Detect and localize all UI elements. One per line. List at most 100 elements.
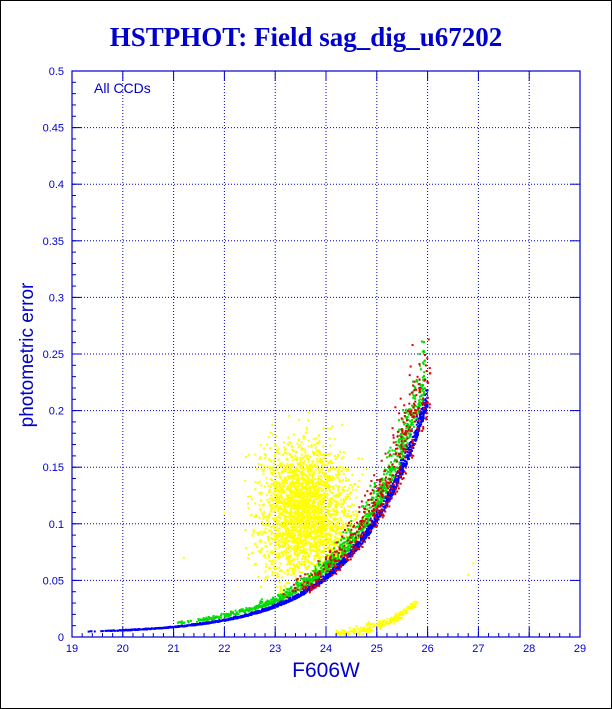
data-point	[361, 527, 364, 530]
data-point	[380, 500, 383, 503]
data-point	[332, 475, 335, 478]
data-point	[181, 625, 184, 628]
data-point	[336, 466, 339, 469]
data-point	[205, 616, 208, 619]
data-point	[302, 481, 305, 484]
data-point	[338, 480, 341, 483]
data-point	[384, 621, 387, 624]
data-point	[279, 513, 282, 516]
data-point	[375, 515, 378, 518]
data-point	[418, 403, 421, 406]
data-point	[255, 562, 258, 565]
data-point	[217, 620, 220, 623]
data-point	[403, 459, 406, 462]
data-point	[264, 570, 267, 573]
data-point	[297, 529, 300, 532]
data-point	[289, 550, 292, 553]
data-point	[334, 530, 337, 533]
data-point	[314, 493, 317, 496]
data-point	[369, 623, 372, 626]
data-point	[336, 566, 339, 569]
data-point	[307, 534, 310, 537]
data-point	[329, 452, 332, 455]
data-point	[317, 509, 320, 512]
data-point	[296, 547, 299, 550]
data-point	[288, 500, 291, 503]
data-point	[284, 538, 287, 541]
data-point	[285, 466, 288, 469]
data-point	[282, 509, 285, 512]
data-point	[299, 514, 302, 517]
data-point	[313, 557, 316, 560]
data-point	[308, 536, 311, 539]
data-point	[321, 567, 324, 570]
data-point	[303, 508, 306, 511]
data-point	[305, 533, 308, 536]
data-point	[315, 546, 318, 549]
data-point	[349, 521, 352, 524]
data-point	[315, 485, 318, 488]
data-point	[331, 492, 334, 495]
data-point	[274, 568, 277, 571]
data-point	[411, 435, 414, 438]
data-point	[313, 499, 316, 502]
data-point	[349, 491, 352, 494]
data-point	[335, 528, 338, 531]
data-point	[340, 522, 343, 525]
data-point	[318, 449, 321, 452]
data-point	[290, 536, 293, 539]
data-point	[309, 488, 312, 491]
data-point	[344, 479, 347, 482]
data-point	[296, 563, 299, 566]
data-point	[314, 489, 317, 492]
data-point	[276, 605, 279, 608]
data-point	[301, 579, 304, 582]
data-point	[290, 545, 293, 548]
data-point	[286, 499, 289, 502]
data-point	[324, 492, 327, 495]
data-point	[315, 481, 318, 484]
data-point	[370, 519, 373, 522]
data-point	[374, 520, 377, 523]
data-point	[283, 541, 286, 544]
data-point	[312, 569, 315, 572]
data-point	[347, 514, 350, 517]
data-point	[279, 475, 282, 478]
data-point	[267, 524, 270, 527]
data-point	[304, 566, 307, 569]
data-point	[387, 492, 390, 495]
data-point	[317, 519, 320, 522]
data-point	[349, 539, 352, 542]
data-point	[397, 479, 400, 482]
data-point	[324, 524, 327, 527]
data-point	[335, 554, 338, 557]
data-point	[258, 611, 261, 614]
data-point	[309, 490, 312, 493]
data-point	[200, 622, 203, 625]
data-point	[321, 490, 324, 493]
data-point	[328, 540, 331, 543]
data-point	[324, 515, 327, 518]
data-point	[336, 537, 339, 540]
data-point	[125, 629, 128, 632]
data-point	[300, 473, 303, 476]
data-point	[213, 621, 216, 624]
data-point	[281, 521, 284, 524]
data-point	[325, 523, 328, 526]
data-point	[354, 630, 357, 633]
data-point	[373, 517, 376, 520]
data-point	[340, 506, 343, 509]
data-point	[398, 441, 401, 444]
data-point	[405, 607, 408, 610]
data-point	[355, 532, 358, 535]
data-point	[390, 493, 393, 496]
data-point	[249, 612, 252, 615]
data-point	[387, 497, 390, 500]
data-point	[127, 629, 130, 632]
data-point	[302, 461, 305, 464]
data-point	[292, 473, 295, 476]
data-point	[278, 482, 281, 485]
data-point	[307, 588, 310, 591]
data-point	[318, 549, 321, 552]
data-point	[274, 506, 277, 509]
